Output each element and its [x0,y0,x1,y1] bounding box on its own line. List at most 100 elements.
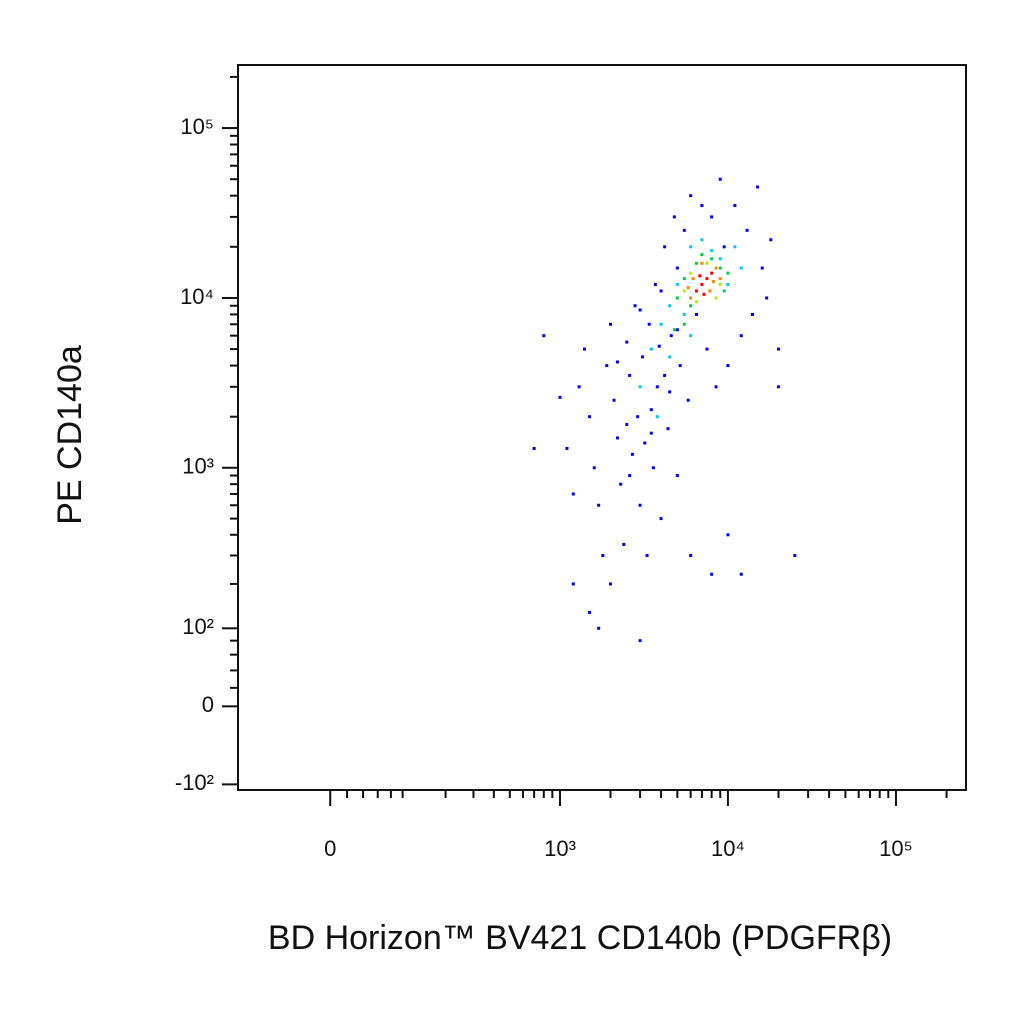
point [588,415,592,419]
point [710,572,714,576]
point [668,355,672,359]
point [668,304,672,308]
point [689,296,693,300]
point [571,492,575,496]
point [705,261,709,265]
point [682,322,686,326]
point [718,257,722,261]
point [605,364,609,368]
point [625,422,629,426]
x-tick-label: 10⁴ [711,836,745,861]
point [714,296,718,300]
y-axis-title: PE CD140a [51,345,89,525]
point [622,542,626,546]
point [739,334,743,338]
y-tick-label: 10⁴ [180,284,214,309]
point [628,474,632,478]
point [711,280,715,284]
point [597,503,601,507]
point [705,277,709,281]
point [659,322,663,326]
point [619,482,623,486]
point [628,373,632,377]
point [689,334,693,338]
point [675,328,679,332]
point [565,446,569,450]
point [612,398,616,402]
point [640,355,644,359]
point [722,245,726,249]
point [756,185,760,189]
point [638,385,642,389]
point [694,289,698,293]
point [651,466,655,470]
point [708,289,712,293]
point [542,334,546,338]
point [588,610,592,614]
point [689,553,693,557]
y-tick-label: 0 [202,692,214,717]
point [750,312,754,316]
point [625,340,629,344]
point [700,253,704,257]
point [710,215,714,219]
y-tick-label: -10² [175,770,214,795]
point [601,553,605,557]
point [558,395,562,399]
point [682,228,686,232]
point [633,304,637,308]
point [686,398,690,402]
y-tick-label: 10⁵ [180,114,214,139]
point [657,344,661,348]
point [739,266,743,270]
point [765,296,769,300]
point [583,347,587,351]
point [645,553,649,557]
point [532,446,536,450]
point [649,408,653,412]
point [777,347,781,351]
point [672,328,676,332]
point [672,215,676,219]
point [769,238,773,242]
point [710,249,714,253]
point [649,431,653,435]
x-tick-label: 10⁵ [879,836,913,861]
point [682,277,686,281]
point [733,245,737,249]
point [726,271,730,275]
point [643,441,647,445]
point [722,289,726,293]
point [739,572,743,576]
point [666,427,670,431]
point [718,283,722,287]
point [663,373,667,377]
point [689,194,693,198]
point [694,300,698,304]
point [714,385,718,389]
point [691,277,695,281]
point [636,415,640,419]
point [726,364,730,368]
point [609,322,613,326]
y-tick-label: 10² [182,614,214,639]
x-axis-title: BD Horizon™ BV421 CD140b (PDGFRβ) [268,919,892,957]
point [689,304,693,308]
point [700,261,704,265]
point [760,266,764,270]
point [675,296,679,300]
point [689,271,693,275]
point [669,334,673,338]
point [705,347,709,351]
point [710,257,714,261]
point [710,271,714,275]
point [649,347,653,351]
y-tick-label: 10³ [182,454,214,479]
point [615,360,619,364]
point [702,292,706,296]
point [638,503,642,507]
point [592,466,596,470]
point [647,322,651,326]
point [745,228,749,232]
